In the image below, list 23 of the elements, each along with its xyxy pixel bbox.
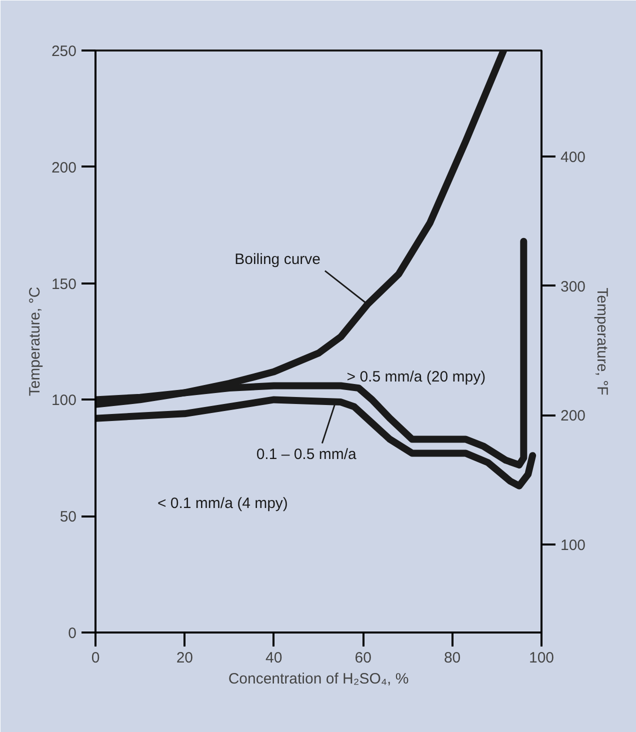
y2-tick-label: 200 xyxy=(560,408,586,425)
y2-tick-label: 300 xyxy=(560,278,586,296)
y-axis-title: Temperature, °C xyxy=(26,286,44,396)
x-tick-label: 60 xyxy=(354,650,372,666)
annotation: Boiling curve xyxy=(234,250,321,268)
annotation: > 0.5 mm/a (20 mpy) xyxy=(346,368,486,386)
y-tick-label: 200 xyxy=(51,159,77,176)
x-tick-label: 0 xyxy=(91,650,100,666)
annotation: < 0.1 mm/a (4 mpy) xyxy=(157,494,288,512)
annotation: 0.1 – 0.5 mm/a xyxy=(256,446,358,464)
x-tick-label: 80 xyxy=(444,650,461,666)
x-tick-label: 40 xyxy=(266,650,282,666)
x-tick-label: 100 xyxy=(528,650,554,666)
y-tick-label: 250 xyxy=(51,43,77,60)
y2-tick-label: 400 xyxy=(560,149,586,166)
y-tick-label: 100 xyxy=(51,392,77,410)
x-tick-label: 20 xyxy=(176,650,194,666)
y-tick-label: 150 xyxy=(51,276,77,293)
y2-tick-label: 100 xyxy=(560,537,586,554)
x-axis-title: Concentration of H₂SO₄, % xyxy=(228,670,409,688)
y2-axis-title: Temperature, °F xyxy=(594,288,611,396)
y-tick-label: 50 xyxy=(60,508,77,526)
y-tick-label: 0 xyxy=(68,625,76,642)
